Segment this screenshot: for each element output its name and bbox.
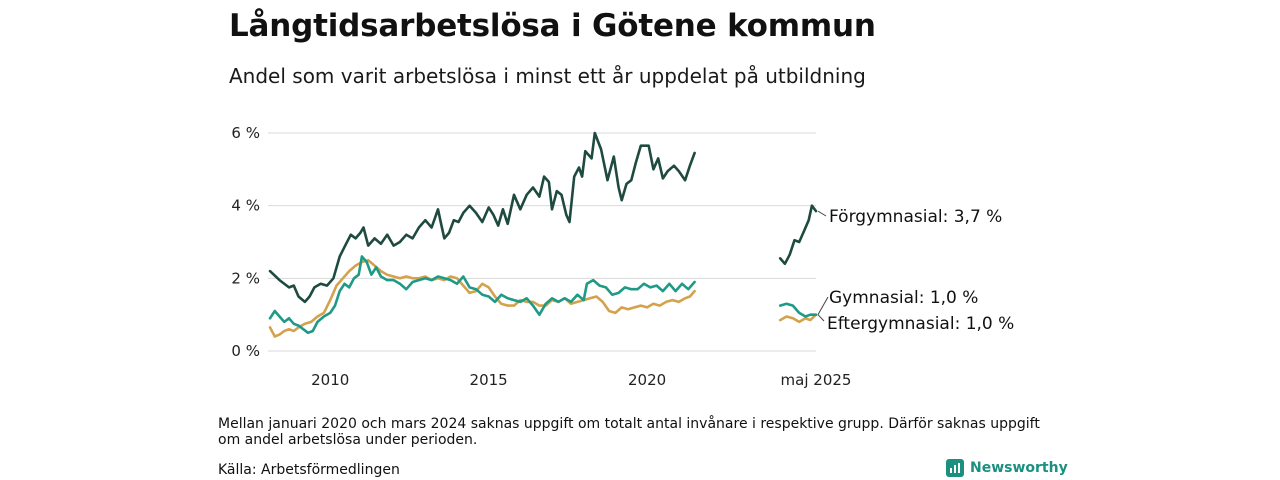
series-line-eftergymnasial-2 [778,313,818,324]
newsworthy-logo-icon [946,459,964,477]
y-axis-ticks: 0 % 2 % 4 % 6 % [231,124,260,360]
x-axis-ticks: 2010 2015 2020 maj 2025 [311,371,851,389]
y-tick-label: 6 % [231,124,260,142]
series-line-förgymnasial-1 [268,131,696,304]
x-tick-label: 2015 [470,371,508,389]
x-tick-label: 2010 [311,371,349,389]
line-chart: 0 % 2 % 4 % 6 % 2010 2015 2020 maj 2025 Förgym… [231,124,1014,389]
label-leader-gymnasial [817,296,829,315]
end-label-eftergymnasial: Eftergymnasial: 1,0 % [827,314,1014,334]
x-tick-label: 2020 [628,371,666,389]
footnote: Mellan januari 2020 och mars 2024 saknas… [218,416,1040,448]
chart-title: Långtidsarbetslösa i Götene kommun [229,8,876,44]
source-note: Källa: Arbetsförmedlingen [218,462,400,478]
y-tick-label: 2 % [231,269,260,287]
end-labels: Förgymnasial: 3,7 % Gymnasial: 1,0 % Efter… [817,207,1014,334]
series-line-gymnasial-2 [778,302,818,318]
grid-layer [268,132,816,352]
brand-logo: Newsworthy [946,459,1068,477]
end-label-gymnasial: Gymnasial: 1,0 % [829,288,978,308]
y-tick-label: 4 % [231,197,260,215]
series-line-gymnasial-1 [268,255,696,335]
label-leader-förgymnasial [817,210,827,217]
x-tick-label: maj 2025 [781,371,852,389]
brand-name: Newsworthy [970,460,1068,476]
series-line-eftergymnasial-1 [268,258,696,338]
label-leader-eftergymnasial [817,314,825,322]
y-tick-label: 0 % [231,342,260,360]
series-lines [268,131,818,338]
end-label-förgymnasial: Förgymnasial: 3,7 % [829,207,1002,227]
chart-subtitle: Andel som varit arbetslösa i minst ett å… [229,64,866,88]
series-line-förgymnasial-2 [778,204,818,266]
